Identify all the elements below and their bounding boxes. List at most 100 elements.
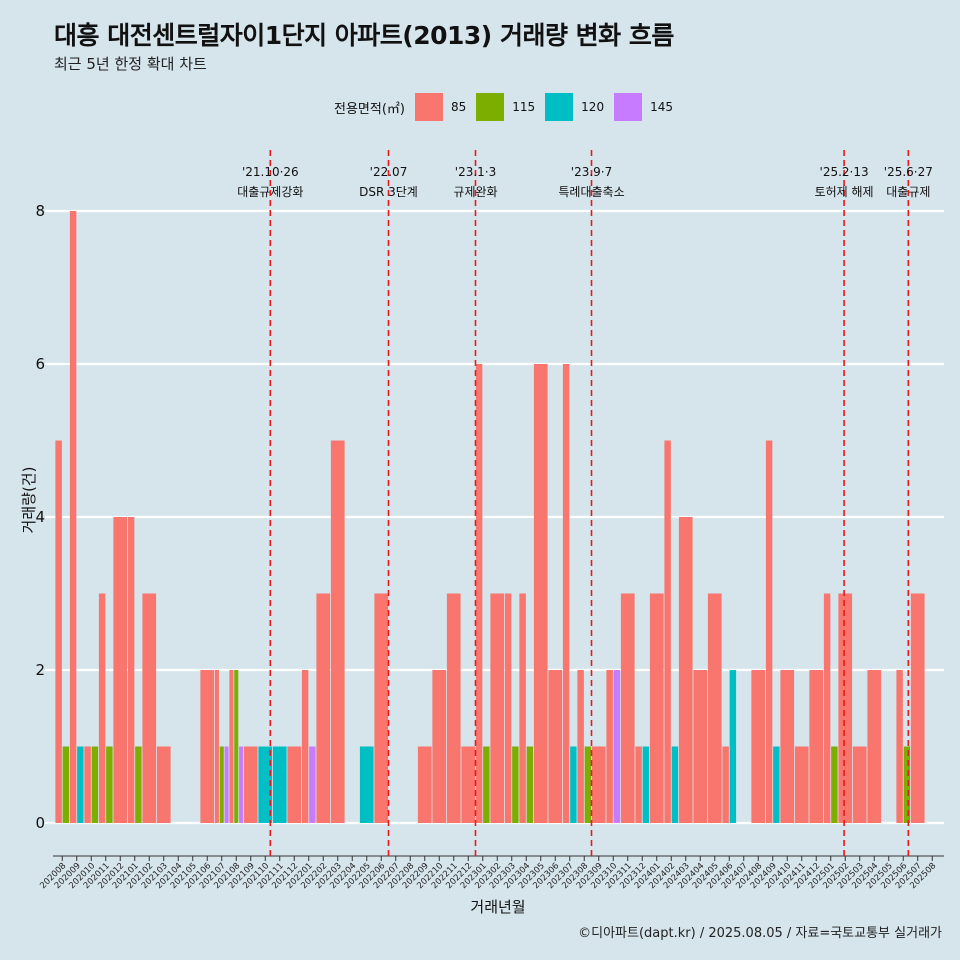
bar-85-202311 xyxy=(620,593,635,823)
bar-85-202412 xyxy=(809,670,824,823)
bar-85-202503 xyxy=(852,746,867,823)
bar-85-202408 xyxy=(751,670,766,823)
bar-85-202309 xyxy=(591,746,606,823)
bar-85-202212 xyxy=(461,746,476,823)
bar-85-202102 xyxy=(142,593,157,823)
y-axis-label: 거래량(건) xyxy=(20,467,38,534)
bar-120-202307 xyxy=(570,746,577,823)
legend-item-120: 120 xyxy=(545,93,604,121)
bar-85-202209 xyxy=(417,746,432,823)
bar-115-202101 xyxy=(135,746,142,823)
legend-item-145: 145 xyxy=(614,93,673,121)
bar-85-202107 xyxy=(214,670,219,823)
bar-120-202402 xyxy=(671,746,679,823)
bar-115-202008 xyxy=(62,746,70,823)
legend-item-85: 85 xyxy=(414,93,467,121)
bar-85-202112 xyxy=(287,746,302,823)
legend-swatch-120 xyxy=(545,93,574,121)
bar-85-202201 xyxy=(301,670,309,823)
bar-85-202011 xyxy=(98,593,106,823)
chart-title: 대흥 대전센트럴자이1단지 아파트(2013) 거래량 변화 흐름 xyxy=(54,21,674,50)
legend-title: 전용면적(㎡) xyxy=(334,101,405,117)
event-label: 대출규제강화 xyxy=(237,185,303,199)
event-date: '21.10·26 xyxy=(242,165,299,179)
bar-85-202302 xyxy=(490,593,505,823)
bar-115-202108 xyxy=(234,670,239,823)
event-date: '25.2·13 xyxy=(820,165,869,179)
event-label: 특례대출축소 xyxy=(558,185,624,199)
bar-85-202402 xyxy=(664,440,671,823)
bar-85-202502 xyxy=(838,593,853,823)
bar-85-202106 xyxy=(200,670,215,823)
bar-85-202211 xyxy=(446,593,461,823)
bar-85-202306 xyxy=(548,670,563,823)
bar-85-202009 xyxy=(69,211,77,823)
bar-85-202307 xyxy=(562,364,570,823)
event-label: 규제완화 xyxy=(453,185,497,199)
bar-145-202310 xyxy=(613,670,621,823)
bar-120-202406 xyxy=(729,670,737,823)
bar-120-202205 xyxy=(359,746,374,823)
bar-85-202504 xyxy=(867,670,882,823)
bar-85-202108 xyxy=(229,670,234,823)
bar-85-202308 xyxy=(577,670,584,823)
event-date: '22.07 xyxy=(370,165,408,179)
bar-85-202008 xyxy=(55,440,62,823)
bar-85-202312 xyxy=(635,746,642,823)
source-caption: ©디아파트(dapt.kr) / 2025.08.05 / 자료=국토교통부 실… xyxy=(578,926,942,941)
bar-85-202409 xyxy=(765,440,773,823)
legend-label-115: 115 xyxy=(512,100,536,114)
bar-120-202110 xyxy=(258,746,273,823)
bar-85-202109 xyxy=(243,746,258,823)
event-label: 대출규제 xyxy=(886,185,930,199)
bar-115-202011 xyxy=(106,746,113,823)
legend: 전용면적(㎡) 85 115 120 145 xyxy=(334,92,683,122)
bar-85-202310 xyxy=(606,670,613,823)
bar-115-202506 xyxy=(903,746,911,823)
bar-85-202304 xyxy=(519,593,526,823)
bar-85-202202 xyxy=(316,593,331,823)
legend-swatch-145 xyxy=(614,93,643,121)
bar-120-202111 xyxy=(272,746,287,823)
bar-85-202506 xyxy=(896,670,903,823)
legend-label-120: 120 xyxy=(581,100,605,114)
bar-115-202301 xyxy=(483,746,490,823)
bar-85-202203 xyxy=(330,440,345,823)
legend-swatch-115 xyxy=(476,93,505,121)
y-tick-label: 6 xyxy=(35,355,45,373)
bar-115-202303 xyxy=(512,746,519,823)
bar-85-202501 xyxy=(823,593,831,823)
event-date: '23.1·3 xyxy=(455,165,496,179)
bar-115-202304 xyxy=(526,746,534,823)
bar-85-202411 xyxy=(794,746,809,823)
y-tick-label: 4 xyxy=(35,508,45,526)
chart-subtitle: 최근 5년 한정 확대 차트 xyxy=(54,55,207,73)
bar-145-202201 xyxy=(309,746,316,823)
bar-85-202406 xyxy=(722,746,729,823)
legend-label-85: 85 xyxy=(450,100,467,114)
bar-145-202107 xyxy=(224,746,229,823)
bar-85-202410 xyxy=(780,670,795,823)
bar-85-202101 xyxy=(127,517,135,823)
bar-85-202210 xyxy=(432,670,447,823)
bar-85-202305 xyxy=(533,364,548,823)
bar-85-202103 xyxy=(156,746,171,823)
bar-115-202308 xyxy=(584,746,592,823)
bar-85-202010 xyxy=(84,746,91,823)
bar-85-202012 xyxy=(113,517,128,823)
event-label: 토허제 해제 xyxy=(815,185,874,199)
y-tick-label: 0 xyxy=(35,814,45,832)
bar-85-202303 xyxy=(504,593,512,823)
bar-115-202107 xyxy=(219,746,224,823)
bar-85-202401 xyxy=(649,593,664,823)
event-date: '25.6·27 xyxy=(884,165,933,179)
bar-120-202312 xyxy=(642,746,650,823)
event-date: '23.9·7 xyxy=(571,165,612,179)
bar-85-202206 xyxy=(374,593,389,823)
legend-item-115: 115 xyxy=(476,93,535,121)
bar-115-202501 xyxy=(831,746,838,823)
bar-85-202403 xyxy=(678,517,693,823)
x-axis-label: 거래년월 xyxy=(470,898,526,916)
bar-85-202301 xyxy=(475,364,483,823)
